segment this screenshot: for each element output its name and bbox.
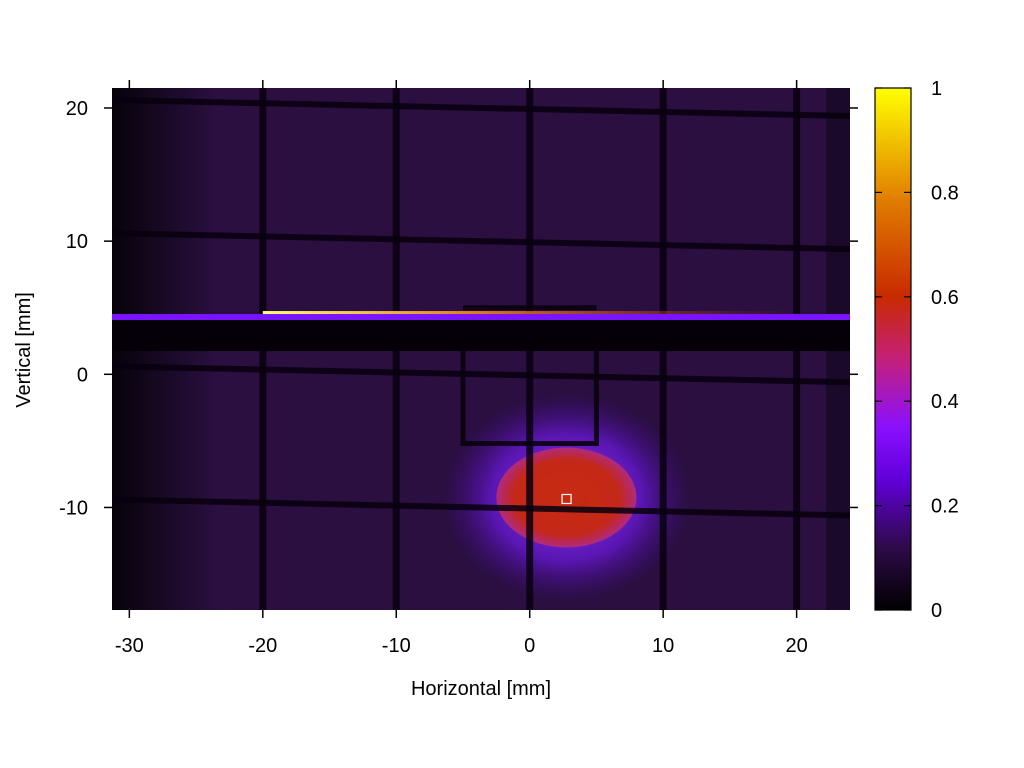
dark-band	[112, 319, 850, 352]
x-axis-title: Horizontal [mm]	[411, 678, 551, 700]
marker	[561, 493, 572, 505]
colorbar-tick-label: 0.2	[931, 496, 959, 518]
x-tick-label: 10	[652, 635, 674, 657]
y-tick-label: 0	[77, 364, 88, 386]
y-axis-title: Vertical [mm]	[13, 292, 35, 408]
colorbar-tick-label: 1	[931, 78, 942, 100]
colorbar-tick-label: 0.4	[931, 391, 959, 413]
plot-area	[112, 88, 850, 610]
grid-wire-horizontal	[112, 230, 850, 253]
y-axis: -10 0 10 20	[59, 98, 858, 519]
grid-wire-horizontal	[112, 363, 850, 386]
x-axis: -30 -20 -10 0 10 20	[115, 80, 808, 657]
y-tick-label: 10	[66, 231, 88, 253]
x-tick-label: -10	[382, 635, 411, 657]
center-frame	[460, 305, 599, 447]
beam-spot	[496, 447, 637, 548]
grid-wire-horizontal	[112, 496, 850, 519]
colorbar: 0 0.2 0.4 0.6 0.8 1	[874, 78, 959, 622]
colorbar-tick-label: 0.6	[931, 287, 959, 309]
bright-segment	[262, 311, 797, 315]
y-tick-label: -10	[59, 497, 88, 519]
colorbar-gradient	[874, 87, 912, 611]
bright-horizontal-line	[112, 314, 850, 321]
colorbar-tick-label: 0	[931, 600, 942, 622]
colorbar-tick-label: 0.8	[931, 182, 959, 204]
x-tick-label: -30	[115, 635, 144, 657]
y-tick-label: 20	[66, 98, 88, 120]
x-tick-label: -20	[248, 635, 277, 657]
x-tick-label: 20	[785, 635, 807, 657]
grid-wire-horizontal	[112, 96, 850, 119]
x-tick-label: 0	[524, 635, 535, 657]
